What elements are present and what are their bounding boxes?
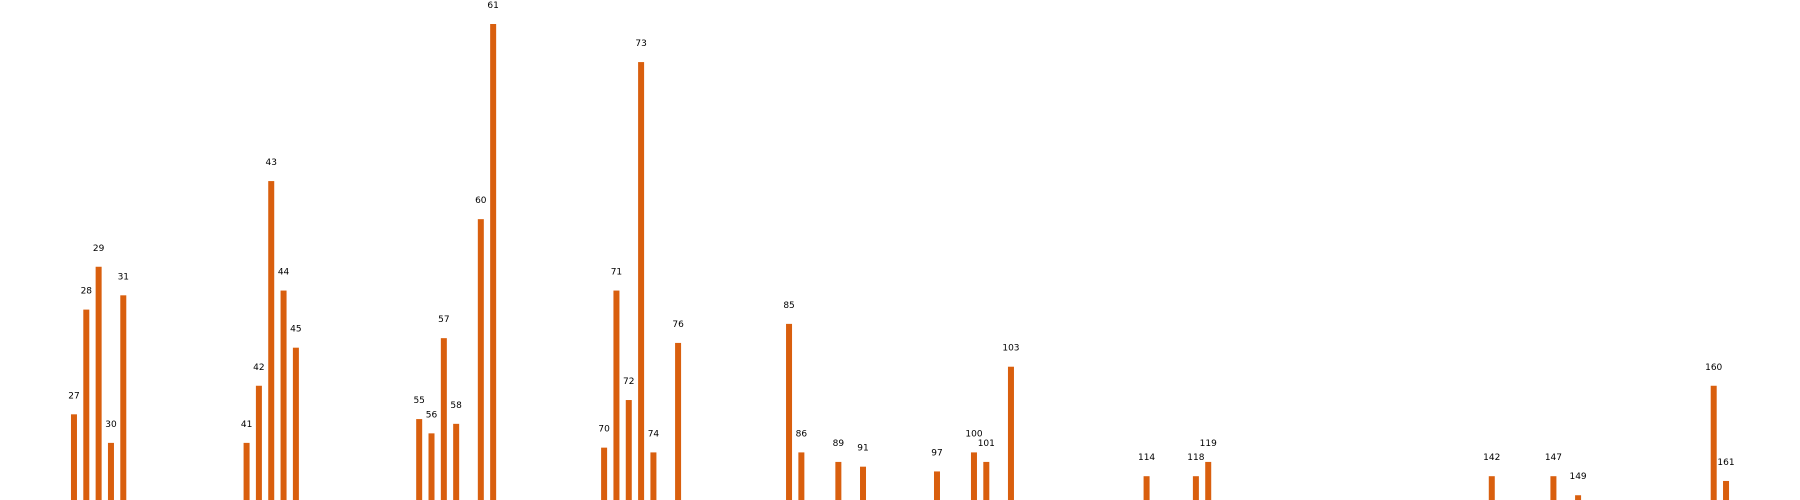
bar-56 bbox=[428, 433, 435, 500]
bar-103 bbox=[1007, 366, 1014, 500]
bar-114 bbox=[1143, 476, 1150, 500]
bar-91 bbox=[860, 466, 867, 500]
bar-55 bbox=[416, 419, 423, 500]
bar-57 bbox=[440, 338, 447, 500]
bar-60 bbox=[477, 219, 484, 500]
bar-29 bbox=[95, 266, 102, 500]
bar-31 bbox=[120, 295, 127, 500]
bar-label-161: 161 bbox=[1717, 458, 1734, 468]
bar-43 bbox=[268, 181, 275, 500]
bar-label-45: 45 bbox=[290, 325, 301, 335]
bar-label-149: 149 bbox=[1569, 472, 1586, 482]
bar-label-97: 97 bbox=[931, 448, 942, 458]
bar-label-100: 100 bbox=[965, 429, 982, 439]
bar-30 bbox=[107, 442, 114, 500]
bar-label-103: 103 bbox=[1002, 344, 1019, 354]
bars-group bbox=[70, 24, 1730, 500]
bar-58 bbox=[453, 423, 460, 500]
bar-label-86: 86 bbox=[796, 429, 808, 439]
bar-label-160: 160 bbox=[1705, 363, 1722, 373]
bar-76 bbox=[675, 342, 682, 500]
bar-161 bbox=[1723, 480, 1730, 500]
bar-28 bbox=[83, 309, 90, 500]
bar-label-85: 85 bbox=[783, 301, 794, 311]
bar-label-44: 44 bbox=[278, 268, 290, 278]
bar-label-72: 72 bbox=[623, 377, 634, 387]
bar-100 bbox=[970, 452, 977, 500]
bar-label-29: 29 bbox=[93, 244, 105, 254]
bar-label-43: 43 bbox=[266, 158, 277, 168]
bar-45 bbox=[292, 347, 299, 500]
bar-label-27: 27 bbox=[68, 391, 79, 401]
bar-label-118: 118 bbox=[1187, 453, 1204, 463]
bar-label-41: 41 bbox=[241, 420, 252, 430]
bar-label-114: 114 bbox=[1138, 453, 1155, 463]
bar-label-89: 89 bbox=[833, 439, 845, 449]
bar-label-30: 30 bbox=[105, 420, 117, 430]
bar-74 bbox=[650, 452, 657, 500]
bar-label-71: 71 bbox=[611, 268, 622, 278]
bar-97 bbox=[933, 471, 940, 500]
bar-label-56: 56 bbox=[426, 410, 438, 420]
bar-142 bbox=[1488, 476, 1495, 500]
bar-101 bbox=[983, 461, 990, 500]
bar-label-73: 73 bbox=[635, 39, 646, 49]
bar-41 bbox=[243, 442, 250, 500]
bar-119 bbox=[1205, 461, 1212, 500]
bar-label-61: 61 bbox=[487, 1, 498, 11]
bar-label-119: 119 bbox=[1200, 439, 1217, 449]
bar-label-31: 31 bbox=[118, 272, 129, 282]
bar-160 bbox=[1710, 385, 1717, 500]
bar-label-57: 57 bbox=[438, 315, 449, 325]
bar-72 bbox=[625, 400, 632, 500]
bar-149 bbox=[1575, 495, 1582, 500]
bar-label-147: 147 bbox=[1545, 453, 1562, 463]
bar-89 bbox=[835, 461, 842, 500]
bar-label-42: 42 bbox=[253, 363, 264, 373]
bar-85 bbox=[786, 323, 793, 500]
bar-label-101: 101 bbox=[978, 439, 995, 449]
bar-73 bbox=[638, 62, 645, 500]
bar-42 bbox=[255, 385, 262, 500]
bar-label-58: 58 bbox=[450, 401, 462, 411]
bar-label-76: 76 bbox=[672, 320, 684, 330]
bar-label-60: 60 bbox=[475, 196, 487, 206]
bar-label-91: 91 bbox=[857, 444, 868, 454]
bar-70 bbox=[601, 447, 608, 500]
bar-118 bbox=[1192, 476, 1199, 500]
bar-44 bbox=[280, 290, 287, 500]
bar-label-74: 74 bbox=[648, 429, 660, 439]
bar-71 bbox=[613, 290, 620, 500]
bar-label-70: 70 bbox=[598, 425, 610, 435]
bar-147 bbox=[1550, 476, 1557, 500]
bar-27 bbox=[70, 414, 77, 500]
bar-label-28: 28 bbox=[81, 287, 93, 297]
bar-label-55: 55 bbox=[413, 396, 424, 406]
bar-61 bbox=[490, 24, 497, 500]
bar-86 bbox=[798, 452, 805, 500]
bar-label-142: 142 bbox=[1483, 453, 1500, 463]
